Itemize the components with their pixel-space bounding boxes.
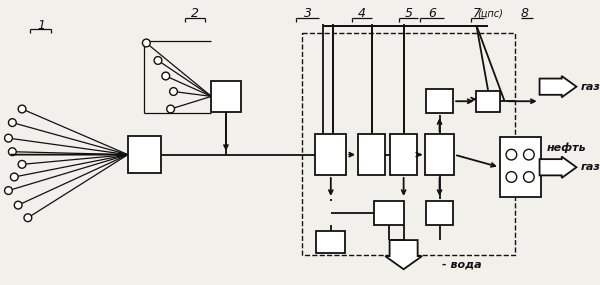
Bar [211, 81, 241, 112]
Circle shape [18, 105, 26, 113]
Circle shape [162, 72, 170, 80]
Circle shape [8, 148, 16, 156]
Bar [425, 134, 454, 175]
Polygon shape [385, 240, 422, 269]
Circle shape [10, 173, 18, 181]
Bar [315, 134, 346, 175]
Polygon shape [539, 76, 577, 97]
Text: 5: 5 [404, 7, 412, 20]
Bar [316, 231, 346, 253]
Text: 1: 1 [37, 19, 46, 32]
Text: газ: газ [580, 162, 600, 172]
Bar [426, 89, 453, 113]
Circle shape [5, 187, 13, 194]
Circle shape [170, 88, 178, 95]
Text: 8: 8 [521, 7, 529, 20]
Text: 3: 3 [304, 7, 311, 20]
Circle shape [524, 172, 534, 182]
Bar [500, 137, 541, 197]
Text: 2: 2 [191, 7, 199, 20]
Circle shape [18, 160, 26, 168]
Circle shape [506, 172, 517, 182]
Circle shape [14, 201, 22, 209]
Text: - вода: - вода [442, 259, 482, 269]
Bar [374, 201, 404, 225]
Circle shape [5, 134, 13, 142]
Polygon shape [539, 156, 577, 178]
Bar [476, 91, 500, 112]
Circle shape [154, 57, 162, 64]
Circle shape [506, 149, 517, 160]
Bar [128, 136, 161, 173]
Text: 7: 7 [472, 7, 481, 20]
Text: 6: 6 [428, 7, 436, 20]
Circle shape [142, 39, 150, 47]
Text: нефть: нефть [547, 142, 586, 153]
Bar [426, 201, 453, 225]
Bar [358, 134, 385, 175]
Circle shape [24, 214, 32, 222]
Text: газ: газ [580, 82, 600, 92]
Bar [390, 134, 417, 175]
Circle shape [167, 105, 175, 113]
Circle shape [8, 119, 16, 127]
Text: 4: 4 [358, 7, 366, 20]
Circle shape [524, 149, 534, 160]
Text: (цпс): (цпс) [477, 9, 503, 19]
Bar [302, 33, 515, 255]
